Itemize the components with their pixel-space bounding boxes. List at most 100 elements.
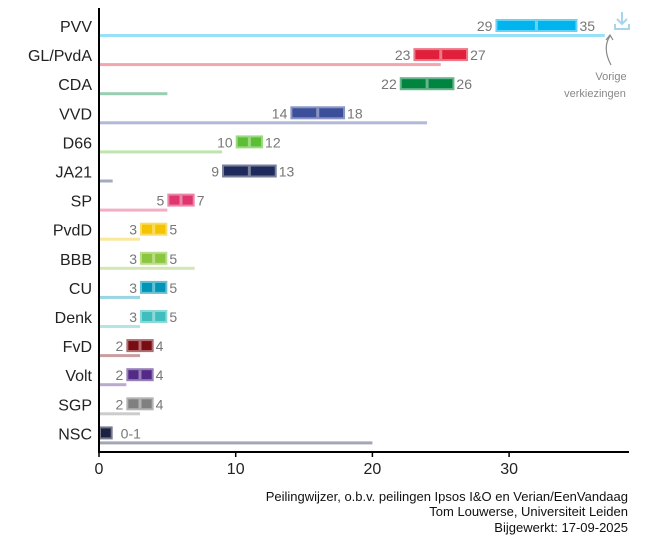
party-label: PVV: [60, 19, 92, 36]
previous-election-bar: [99, 34, 605, 37]
party-row: GL/PvdA 23 27: [28, 47, 486, 67]
party-label: JA21: [56, 165, 93, 182]
low-label: 9: [211, 164, 219, 180]
low-label: 2: [116, 367, 124, 383]
note-line2: verkiezingen: [564, 88, 626, 100]
low-label: 14: [272, 105, 288, 121]
range-midpoint: [152, 282, 156, 292]
low-label: 2: [116, 338, 124, 354]
high-label: 0-1: [121, 425, 141, 441]
high-label: 35: [579, 18, 595, 34]
party-row: Denk 3 5: [55, 309, 177, 328]
high-label: 5: [169, 222, 177, 238]
note-arrow-head: [605, 33, 614, 41]
low-label: 2: [116, 396, 124, 412]
low-label: 10: [217, 134, 233, 150]
party-label: Denk: [55, 310, 93, 327]
party-row: PvdD 3 5: [53, 222, 177, 241]
previous-election-bar: [99, 295, 141, 299]
high-label: 26: [456, 76, 472, 92]
party-label: SP: [71, 194, 92, 211]
range-midpoint: [138, 399, 142, 409]
party-label: D66: [63, 135, 92, 152]
x-tick-label: 30: [500, 461, 518, 478]
high-label: 5: [169, 280, 177, 296]
x-tick-label: 10: [227, 461, 245, 478]
low-label: 5: [157, 193, 165, 209]
range-midpoint: [439, 50, 443, 60]
previous-election-bar: [99, 121, 428, 125]
party-row: JA21 9 13: [56, 164, 295, 183]
party-label: PvdD: [53, 223, 92, 240]
party-label: GL/PvdA: [28, 48, 92, 65]
high-label: 5: [169, 309, 177, 325]
party-label: SGP: [58, 397, 92, 414]
party-row: CDA 22 26: [58, 76, 472, 96]
range-midpoint: [316, 108, 320, 118]
range-midpoint: [179, 195, 183, 205]
party-label: CU: [69, 281, 92, 298]
previous-election-bar: [99, 92, 168, 96]
party-label: CDA: [58, 77, 92, 94]
previous-election-bar: [99, 208, 168, 212]
note-arrow: [605, 35, 612, 66]
footer-updated: Bijgewerkt: 17-09-2025: [494, 520, 628, 535]
previous-election-bar: [99, 266, 195, 270]
party-row: Volt 2 4: [65, 367, 164, 387]
party-row: VVD 14 18: [59, 105, 428, 125]
previous-election-bar: [99, 412, 141, 416]
x-tick-label: 0: [95, 461, 104, 478]
previous-election-bar: [99, 325, 141, 328]
note-line1: Vorige: [595, 71, 626, 83]
low-label: 23: [395, 47, 411, 63]
previous-election-bar: [99, 383, 127, 387]
high-label: 4: [156, 367, 164, 383]
party-label: NSC: [58, 426, 92, 443]
party-row: SP 5 7: [71, 193, 205, 212]
high-label: 18: [347, 105, 363, 121]
low-label: 3: [129, 222, 137, 238]
low-label: 3: [129, 309, 137, 325]
range-midpoint: [152, 224, 156, 234]
range-midpoint: [425, 79, 429, 89]
previous-election-bar: [99, 179, 113, 183]
party-label: VVD: [59, 106, 92, 123]
party-row: D66 10 12: [63, 134, 281, 154]
previous-election-bar: [99, 63, 441, 67]
low-label: 22: [381, 76, 397, 92]
range-bar: [101, 428, 111, 438]
party-row: CU 3 5: [69, 280, 177, 299]
range-midpoint: [138, 341, 142, 351]
range-midpoint: [534, 21, 538, 30]
high-label: 5: [169, 251, 177, 267]
party-row: NSC 0-1: [58, 425, 373, 445]
high-label: 7: [197, 193, 205, 209]
range-midpoint: [152, 312, 156, 321]
low-label: 3: [129, 251, 137, 267]
party-row: BBB 3 5: [60, 251, 195, 270]
party-row: PVV 29 35: [60, 18, 605, 37]
low-label: 29: [477, 18, 493, 34]
download-icon[interactable]: [614, 12, 630, 30]
x-tick-label: 20: [364, 461, 382, 478]
party-row: SGP 2 4: [58, 396, 164, 416]
previous-election-bar: [99, 237, 141, 241]
low-label: 3: [129, 280, 137, 296]
range-midpoint: [247, 166, 251, 176]
party-row: FvD 2 4: [63, 338, 164, 358]
footer-source: Peilingwijzer, o.b.v. peilingen Ipsos I&…: [266, 489, 628, 504]
high-label: 4: [156, 338, 164, 354]
previous-election-bar: [99, 150, 223, 154]
range-midpoint: [247, 137, 251, 147]
high-label: 27: [470, 47, 486, 63]
high-label: 12: [265, 134, 281, 150]
high-label: 13: [279, 164, 295, 180]
previous-election-bar: [99, 354, 141, 358]
party-label: FvD: [63, 339, 92, 356]
range-midpoint: [138, 370, 142, 380]
high-label: 4: [156, 396, 164, 412]
party-label: Volt: [65, 368, 92, 385]
party-label: BBB: [60, 252, 92, 269]
range-midpoint: [152, 253, 156, 263]
